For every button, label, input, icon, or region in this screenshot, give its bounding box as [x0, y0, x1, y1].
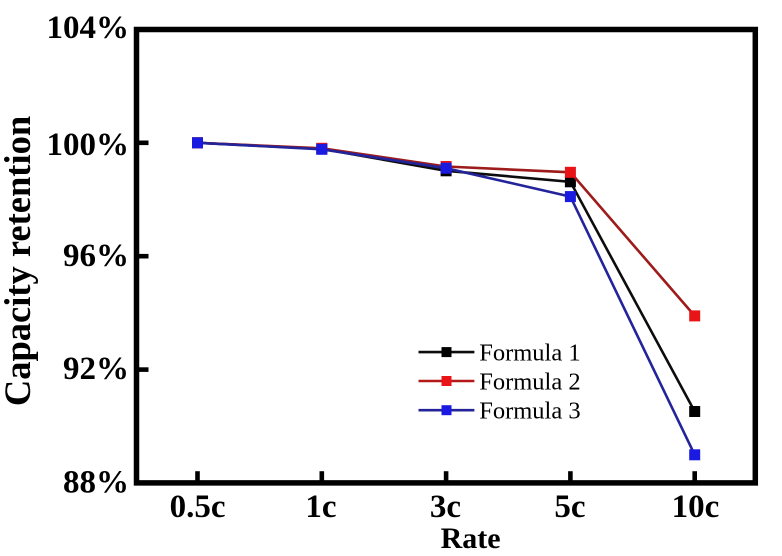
svg-text:Formula 1: Formula 1 — [479, 339, 580, 366]
svg-text:104%: 104% — [47, 10, 130, 46]
svg-text:3c: 3c — [430, 489, 461, 525]
svg-text:100%: 100% — [47, 127, 130, 163]
svg-text:5c: 5c — [554, 489, 585, 525]
svg-text:92%: 92% — [63, 351, 129, 387]
svg-text:Formula 2: Formula 2 — [479, 369, 580, 396]
svg-text:10c: 10c — [672, 489, 720, 525]
svg-text:88%: 88% — [63, 465, 129, 501]
svg-text:Capacity retention: Capacity retention — [0, 116, 38, 406]
svg-text:Rate: Rate — [441, 522, 501, 555]
svg-text:1c: 1c — [305, 489, 336, 525]
svg-text:96%: 96% — [63, 238, 129, 274]
svg-text:0.5c: 0.5c — [170, 489, 226, 525]
svg-text:Formula 3: Formula 3 — [479, 398, 580, 425]
